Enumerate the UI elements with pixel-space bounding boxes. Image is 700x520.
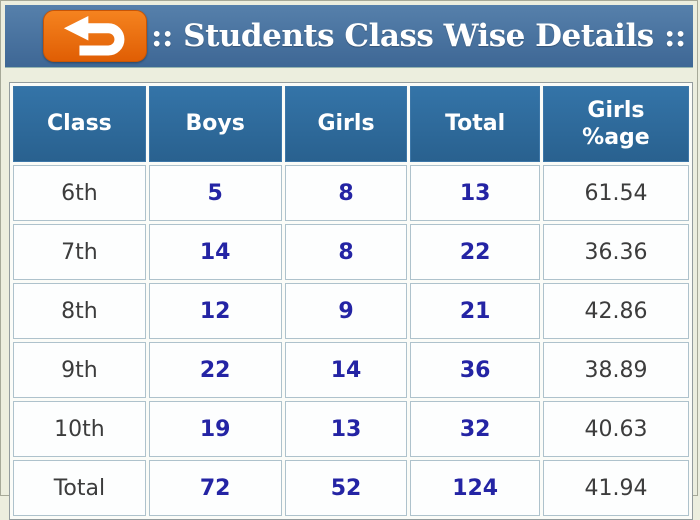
table-body: 6th 5 8 13 61.54 7th 14 8 22 36.36 8th 1… — [13, 165, 689, 516]
cell-girls-percentage: 42.86 — [542, 283, 689, 339]
cell-boys: 5 — [148, 165, 282, 221]
cell-boys: 22 — [148, 342, 282, 398]
cell-class: 7th — [13, 224, 146, 280]
table-row-8th: 8th 12 9 21 42.86 — [13, 283, 689, 339]
cell-total: 21 — [410, 283, 540, 339]
cell-total: 13 — [410, 165, 540, 221]
column-header-girls: Girls — [284, 86, 408, 162]
cell-class: 8th — [13, 283, 146, 339]
cell-girls: 52 — [284, 460, 408, 516]
cell-total: 36 — [410, 342, 540, 398]
cell-girls: 14 — [284, 342, 408, 398]
cell-girls: 9 — [284, 283, 408, 339]
cell-class: 6th — [13, 165, 146, 221]
column-header-boys: Boys — [148, 86, 282, 162]
cell-girls-percentage: 38.89 — [542, 342, 689, 398]
back-arrow-icon — [63, 16, 125, 56]
cell-total: 124 — [410, 460, 540, 516]
cell-class: 9th — [13, 342, 146, 398]
page-title: :: Students Class Wise Details :: — [151, 18, 686, 54]
students-class-wise-table: Class Boys Girls Total Girls %age 6th 5 … — [9, 82, 693, 520]
table-row-9th: 9th 22 14 36 38.89 — [13, 342, 689, 398]
table-row-total: Total 72 52 124 41.94 — [13, 460, 689, 516]
column-header-girls-percentage: Girls %age — [542, 86, 689, 162]
cell-boys: 14 — [148, 224, 282, 280]
cell-boys: 12 — [148, 283, 282, 339]
cell-girls-percentage: 41.94 — [542, 460, 689, 516]
cell-girls: 8 — [284, 165, 408, 221]
cell-girls-percentage: 40.63 — [542, 401, 689, 457]
column-header-total: Total — [410, 86, 540, 162]
cell-class: Total — [13, 460, 146, 516]
cell-boys: 72 — [148, 460, 282, 516]
cell-total: 32 — [410, 401, 540, 457]
back-button[interactable] — [43, 10, 147, 62]
table-header-row: Class Boys Girls Total Girls %age — [13, 86, 689, 162]
cell-class: 10th — [13, 401, 146, 457]
cell-girls: 13 — [284, 401, 408, 457]
cell-girls-percentage: 61.54 — [542, 165, 689, 221]
cell-total: 22 — [410, 224, 540, 280]
table-row-7th: 7th 14 8 22 36.36 — [13, 224, 689, 280]
cell-girls: 8 — [284, 224, 408, 280]
column-header-class: Class — [13, 86, 146, 162]
cell-girls-percentage: 36.36 — [542, 224, 689, 280]
table-row-6th: 6th 5 8 13 61.54 — [13, 165, 689, 221]
table-row-10th: 10th 19 13 32 40.63 — [13, 401, 689, 457]
table-header: Class Boys Girls Total Girls %age — [13, 86, 689, 162]
cell-boys: 19 — [148, 401, 282, 457]
header-bar: :: Students Class Wise Details :: — [5, 5, 693, 68]
